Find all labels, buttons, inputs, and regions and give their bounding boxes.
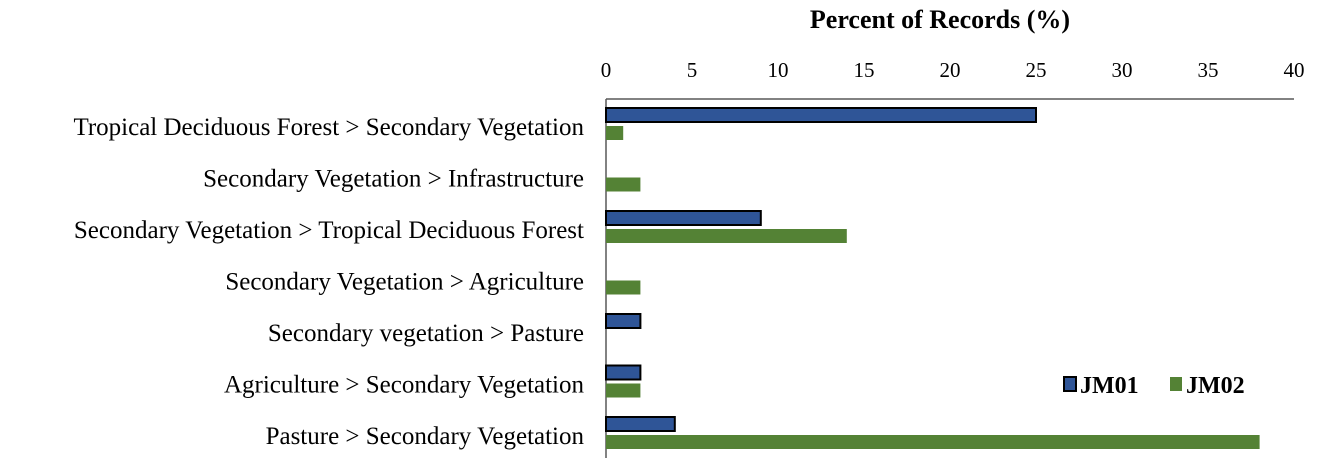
bar-jm02	[606, 126, 624, 140]
bar-jm01	[605, 210, 762, 226]
x-tick-label: 25	[1026, 58, 1047, 82]
legend-label: JM01	[1080, 373, 1139, 399]
category-label: Agriculture > Secondary Vegetation	[224, 372, 585, 399]
bar-jm02	[606, 280, 641, 295]
bar-jm02	[606, 229, 847, 243]
bar-jm01	[605, 313, 642, 329]
category-label: Secondary vegetation > Pasture	[268, 320, 584, 347]
category-label: Pasture > Secondary Vegetation	[266, 423, 585, 450]
category-label: Secondary Vegetation > Tropical Deciduou…	[74, 217, 584, 244]
category-label: Secondary Vegetation > Infrastructure	[203, 166, 584, 193]
x-axis-ticks: 0 5 10 15 20 25 30 35 40	[601, 58, 1305, 82]
bar-jm01	[605, 416, 676, 432]
bar-jm02	[606, 383, 641, 398]
bar-jm02	[606, 177, 641, 192]
bar-jm01	[605, 364, 642, 381]
category-label: Tropical Deciduous Forest > Secondary Ve…	[73, 114, 584, 141]
x-tick-label: 20	[940, 58, 961, 82]
x-tick-label: 30	[1112, 58, 1133, 82]
legend: JM01 JM02	[1063, 373, 1245, 399]
bar-jm02	[606, 435, 1260, 449]
bar-jm01	[605, 107, 1037, 123]
category-labels: Tropical Deciduous Forest > Secondary Ve…	[73, 114, 584, 450]
x-tick-label: 10	[768, 58, 789, 82]
legend-swatch-jm02	[1170, 377, 1182, 391]
x-tick-label: 15	[854, 58, 875, 82]
axes	[605, 98, 1294, 458]
x-tick-label: 40	[1284, 58, 1305, 82]
x-tick-label: 35	[1198, 58, 1219, 82]
bars	[605, 107, 1260, 449]
chart-title: Percent of Records (%)	[810, 5, 1070, 34]
category-label: Secondary Vegetation > Agriculture	[225, 269, 584, 296]
legend-swatch-jm01	[1063, 376, 1077, 392]
legend-label: JM02	[1186, 373, 1245, 399]
x-tick-label: 0	[601, 58, 612, 82]
x-tick-label: 5	[687, 58, 698, 82]
